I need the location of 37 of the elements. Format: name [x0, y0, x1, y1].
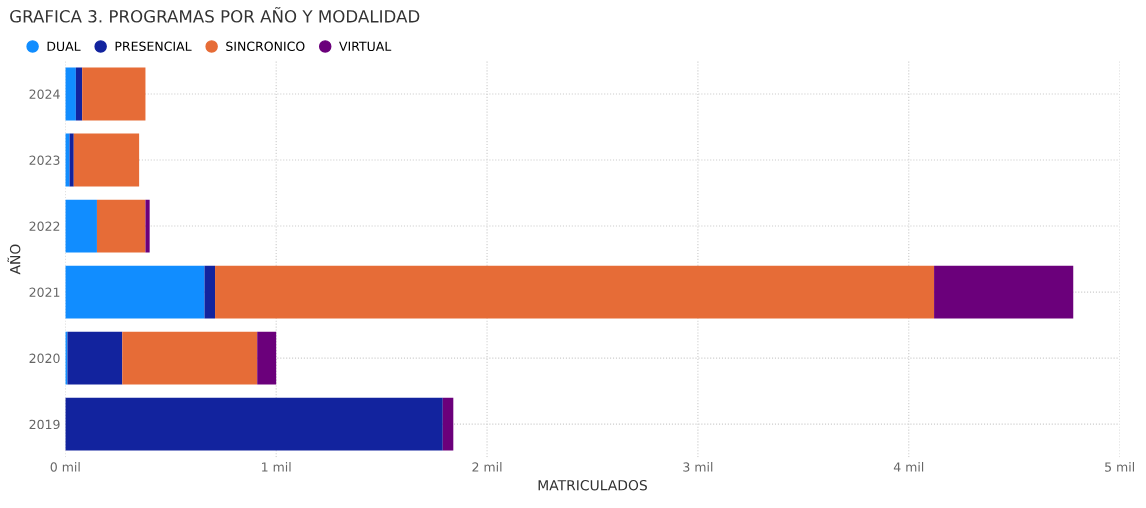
x-tick-label: 4 mil	[893, 462, 924, 472]
legend-label: DUAL	[47, 41, 81, 52]
bar	[934, 265, 1074, 319]
bar	[65, 133, 70, 187]
y-tick-label: 2024	[29, 89, 60, 99]
bar	[65, 397, 443, 451]
bar	[65, 67, 76, 121]
bar	[442, 397, 454, 451]
bar	[122, 331, 258, 385]
bar	[69, 133, 74, 187]
bar	[67, 331, 123, 385]
bar	[73, 133, 140, 187]
bar	[96, 199, 146, 253]
bar	[65, 199, 97, 253]
bar	[145, 199, 150, 253]
y-tick-label: 2020	[29, 353, 60, 364]
x-tick-label: 1 mil	[262, 462, 291, 472]
legend-label: SINCRONICO	[226, 41, 305, 52]
y-tick-label: 2023	[29, 155, 60, 165]
bar	[75, 67, 83, 121]
bar	[82, 67, 146, 121]
x-tick-label: 5 mil	[1105, 462, 1134, 472]
x-tick-label: 2 mil	[472, 462, 502, 472]
bar	[215, 265, 935, 319]
bar	[65, 265, 205, 319]
x-tick-label: 3 mil	[683, 462, 713, 472]
legend-label: VIRTUAL	[339, 41, 392, 52]
y-axis-title: AÑO	[7, 244, 21, 275]
legend-label: PRESENCIAL	[115, 41, 192, 52]
y-tick-label: 2019	[29, 419, 60, 430]
chart-title: GRAFICA 3. PROGRAMAS POR AÑO Y MODALIDAD	[10, 7, 420, 23]
bar	[204, 265, 216, 319]
x-tick-label: 0 mil	[50, 462, 80, 472]
y-tick-label: 2022	[29, 221, 60, 231]
bar	[257, 331, 277, 385]
y-tick-label: 2021	[29, 287, 60, 298]
x-axis-title: MATRICULADOS	[538, 479, 647, 491]
